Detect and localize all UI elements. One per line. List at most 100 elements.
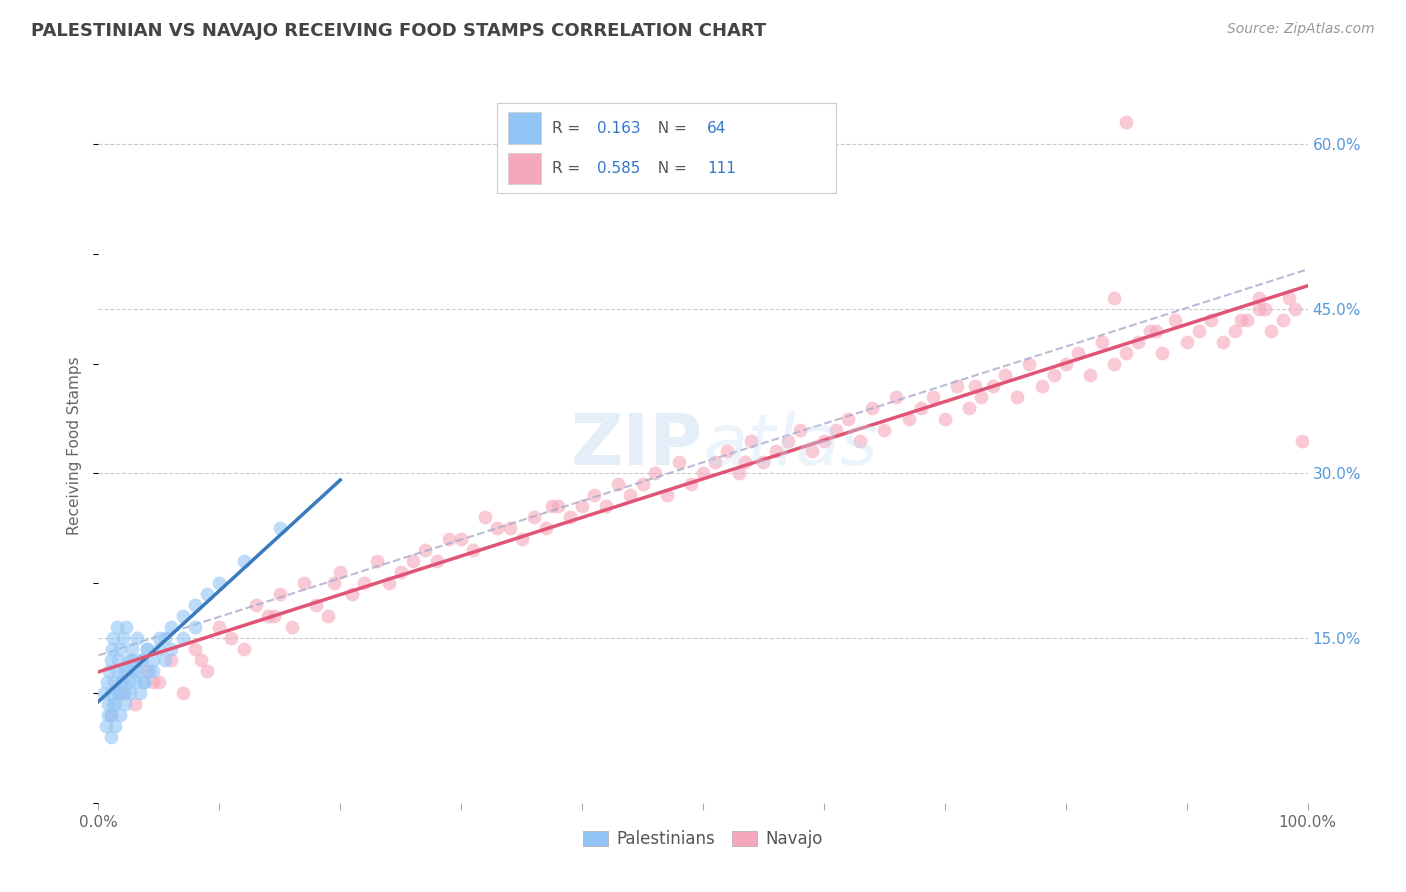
- Point: [190, 653, 212, 667]
- Point: [813, 434, 835, 448]
- Point: [534, 521, 557, 535]
- Point: [1199, 312, 1222, 326]
- Point: [100, 653, 122, 667]
- Point: [111, 686, 134, 700]
- Point: [107, 653, 129, 667]
- Point: [970, 390, 993, 404]
- Point: [263, 609, 285, 624]
- Point: [486, 521, 509, 535]
- Point: [1188, 324, 1211, 338]
- Point: [184, 620, 207, 634]
- Point: [1067, 345, 1090, 359]
- Point: [98, 664, 121, 678]
- Point: [437, 533, 460, 547]
- Point: [184, 642, 207, 657]
- Point: [1128, 334, 1150, 349]
- Point: [118, 686, 141, 700]
- Point: [269, 587, 291, 601]
- Point: [353, 576, 375, 591]
- Point: [101, 631, 124, 645]
- Point: [112, 664, 135, 678]
- Point: [800, 444, 823, 458]
- Point: [1291, 434, 1313, 448]
- Point: [292, 576, 315, 591]
- Point: [523, 510, 546, 524]
- Point: [474, 510, 496, 524]
- Point: [148, 642, 170, 657]
- Point: [172, 631, 194, 645]
- Point: [558, 510, 581, 524]
- Point: [1236, 312, 1258, 326]
- Point: [1018, 357, 1040, 371]
- Point: [716, 444, 738, 458]
- Point: [118, 675, 141, 690]
- Point: [114, 686, 136, 700]
- Point: [946, 378, 969, 392]
- Text: PALESTINIAN VS NAVAJO RECEIVING FOOD STAMPS CORRELATION CHART: PALESTINIAN VS NAVAJO RECEIVING FOOD STA…: [31, 22, 766, 40]
- Point: [131, 653, 153, 667]
- Point: [1223, 324, 1246, 338]
- Point: [114, 697, 136, 711]
- Point: [1031, 378, 1053, 392]
- Text: ZIP: ZIP: [571, 411, 703, 481]
- Point: [124, 697, 146, 711]
- Point: [1078, 368, 1101, 382]
- Point: [389, 566, 412, 580]
- Point: [118, 653, 141, 667]
- Point: [160, 653, 183, 667]
- Point: [1115, 345, 1137, 359]
- Point: [1054, 357, 1077, 371]
- Point: [134, 675, 156, 690]
- Point: [105, 620, 128, 634]
- Point: [195, 664, 218, 678]
- Point: [692, 467, 714, 481]
- Point: [108, 686, 131, 700]
- Point: [172, 609, 194, 624]
- Point: [160, 620, 183, 634]
- Point: [221, 631, 243, 645]
- Point: [934, 411, 956, 425]
- Point: [1254, 301, 1277, 316]
- Point: [100, 686, 122, 700]
- Point: [366, 554, 388, 568]
- Point: [1091, 334, 1114, 349]
- Point: [837, 411, 859, 425]
- Text: Source: ZipAtlas.com: Source: ZipAtlas.com: [1227, 22, 1375, 37]
- Point: [789, 423, 811, 437]
- Point: [619, 488, 641, 502]
- Point: [195, 587, 218, 601]
- Point: [101, 697, 124, 711]
- Point: [100, 708, 122, 723]
- Point: [1007, 390, 1029, 404]
- Point: [921, 390, 943, 404]
- Point: [160, 642, 183, 657]
- Point: [897, 411, 920, 425]
- Point: [111, 675, 134, 690]
- Point: [104, 697, 127, 711]
- Point: [316, 609, 339, 624]
- Point: [142, 664, 165, 678]
- Point: [269, 521, 291, 535]
- Point: [1230, 312, 1253, 326]
- Point: [413, 543, 436, 558]
- Point: [108, 708, 131, 723]
- Point: [510, 533, 533, 547]
- Point: [655, 488, 678, 502]
- Point: [886, 390, 908, 404]
- Point: [115, 620, 138, 634]
- Point: [329, 566, 352, 580]
- Point: [135, 642, 157, 657]
- Point: [849, 434, 872, 448]
- Point: [148, 675, 170, 690]
- Point: [426, 554, 449, 568]
- Point: [740, 434, 762, 448]
- Point: [96, 675, 118, 690]
- Point: [105, 664, 128, 678]
- Point: [402, 554, 425, 568]
- Point: [108, 642, 131, 657]
- Point: [104, 719, 127, 733]
- Point: [100, 708, 122, 723]
- Point: [825, 423, 848, 437]
- Point: [256, 609, 278, 624]
- Point: [342, 587, 364, 601]
